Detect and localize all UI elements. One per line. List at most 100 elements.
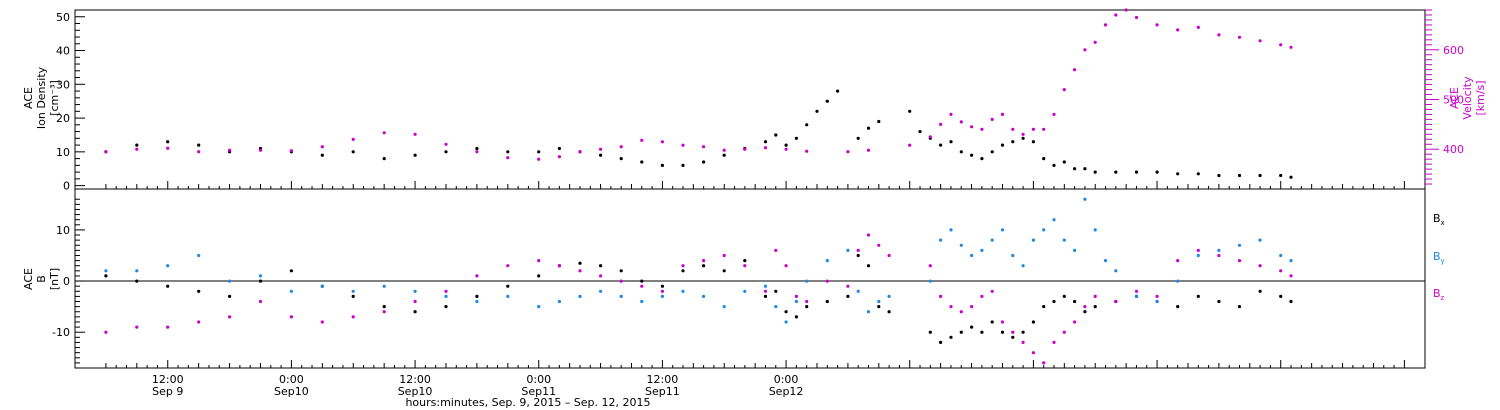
by-point bbox=[475, 299, 479, 304]
by-point bbox=[166, 264, 170, 268]
velocity-point bbox=[537, 157, 541, 161]
bx-point bbox=[1176, 305, 1180, 309]
bx-point bbox=[413, 310, 417, 314]
by-point bbox=[1217, 248, 1221, 252]
density-point bbox=[866, 126, 871, 130]
density-point bbox=[135, 143, 139, 147]
b-title-line-2: B bbox=[35, 275, 48, 283]
velocity-point bbox=[1000, 112, 1005, 116]
magnetic-field-panel: -10 0 10 bbox=[52, 188, 1426, 369]
velocity-point bbox=[444, 142, 448, 146]
bz-point bbox=[1021, 340, 1025, 344]
legend-bx: Bx bbox=[1433, 212, 1445, 227]
by-point bbox=[784, 320, 788, 324]
bz-point bbox=[774, 248, 778, 252]
density-point bbox=[1155, 170, 1159, 174]
velocity-point bbox=[289, 149, 293, 153]
bz-point bbox=[866, 233, 871, 237]
by-point bbox=[1155, 299, 1159, 304]
by-point bbox=[1134, 294, 1139, 298]
velocity-point bbox=[1124, 8, 1128, 12]
by-point bbox=[1042, 228, 1046, 232]
by-point bbox=[805, 279, 809, 283]
bz-point bbox=[104, 330, 108, 334]
by-point bbox=[887, 294, 891, 298]
bx-point bbox=[846, 294, 850, 298]
density-point bbox=[382, 157, 386, 161]
x-tick-time-label: 12:00 bbox=[399, 373, 431, 386]
velocity-point bbox=[1155, 23, 1159, 27]
velocity-point bbox=[743, 147, 747, 151]
bx-point bbox=[722, 269, 726, 273]
bx-point bbox=[444, 305, 448, 309]
x-tick-date-label: Sep11 bbox=[645, 385, 680, 398]
bx-point bbox=[599, 264, 603, 268]
density-point bbox=[1237, 173, 1242, 178]
bz-point bbox=[1114, 299, 1118, 304]
bx-point bbox=[578, 261, 582, 265]
density-point bbox=[681, 163, 685, 167]
ion-density-title-line-3: [cm⁻³] bbox=[48, 80, 61, 116]
by-point bbox=[1062, 238, 1066, 242]
by-point bbox=[1073, 248, 1077, 252]
bz-point bbox=[197, 320, 201, 324]
velocity-point bbox=[351, 137, 355, 141]
bx-point bbox=[959, 330, 963, 334]
bx-point bbox=[640, 279, 644, 283]
b-title-line-1: ACE bbox=[22, 268, 35, 290]
x-tick-date-label: Sep11 bbox=[521, 385, 556, 398]
bx-point bbox=[939, 340, 943, 344]
density-point bbox=[1062, 160, 1066, 164]
density-point bbox=[1011, 140, 1015, 144]
by-point bbox=[1021, 264, 1025, 268]
by-point bbox=[990, 238, 994, 242]
density-point bbox=[1217, 173, 1221, 178]
velocity-point bbox=[702, 145, 706, 149]
bz-point bbox=[228, 315, 232, 319]
bx-point bbox=[1083, 310, 1087, 314]
velocity-point bbox=[959, 120, 963, 124]
density-point bbox=[1031, 140, 1035, 144]
by-point bbox=[949, 228, 953, 232]
bz-point bbox=[640, 284, 644, 288]
by-point bbox=[1103, 259, 1108, 263]
density-point bbox=[970, 153, 974, 157]
velocity-point bbox=[660, 140, 665, 144]
density-tick-label: 10 bbox=[56, 146, 70, 159]
by-point bbox=[444, 294, 448, 298]
by-point bbox=[702, 294, 706, 298]
by-point bbox=[774, 305, 778, 309]
by-point bbox=[599, 289, 603, 293]
x-tick-date-label: Sep10 bbox=[274, 385, 309, 398]
density-point bbox=[908, 109, 912, 113]
velocity-point bbox=[1237, 35, 1242, 39]
by-point bbox=[794, 299, 799, 304]
velocity-point bbox=[784, 147, 788, 151]
density-point bbox=[836, 89, 840, 93]
density-point bbox=[990, 150, 994, 154]
bx-point bbox=[104, 274, 108, 278]
bx-point bbox=[856, 253, 860, 258]
velocity-point bbox=[1031, 127, 1035, 131]
density-point bbox=[722, 153, 726, 157]
velocity-point bbox=[908, 143, 912, 147]
by-point bbox=[681, 289, 685, 293]
by-point bbox=[743, 289, 747, 293]
by-point bbox=[1052, 218, 1056, 222]
by-point bbox=[928, 279, 932, 283]
x-tick-time-label: 0:00 bbox=[279, 373, 304, 386]
density-point bbox=[1021, 136, 1025, 140]
bz-point bbox=[825, 279, 829, 283]
velocity-point bbox=[990, 117, 994, 121]
density-point bbox=[1134, 170, 1139, 174]
density-point bbox=[1042, 157, 1046, 161]
b-tick-label: -10 bbox=[52, 326, 70, 339]
velocity-point bbox=[640, 138, 644, 142]
density-point bbox=[197, 143, 201, 147]
bottom-panel-frame bbox=[74, 188, 1426, 369]
velocity-point bbox=[166, 146, 170, 150]
density-point bbox=[1258, 173, 1262, 178]
velocity-axis-title: ACE Velocity [km/s] bbox=[1448, 76, 1487, 120]
density-tick-label: 0 bbox=[63, 180, 70, 193]
by-point bbox=[1279, 253, 1283, 258]
